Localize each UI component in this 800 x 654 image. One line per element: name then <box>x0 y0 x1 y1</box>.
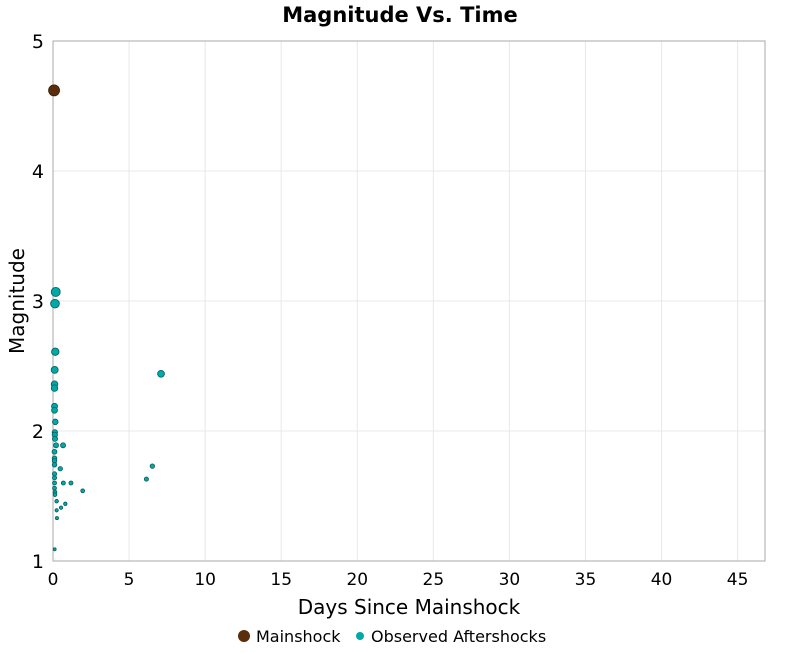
aftershock-point <box>52 485 57 491</box>
legend-marker-mainshock <box>238 630 250 642</box>
aftershock-point <box>52 547 57 552</box>
aftershock-point <box>50 298 60 309</box>
aftershock-point <box>57 466 63 472</box>
aftershock-point <box>52 480 57 486</box>
chart-title: Magnitude Vs. Time <box>282 3 518 27</box>
aftershock-point <box>149 463 155 469</box>
aftershock-point <box>143 476 149 482</box>
x-tick-label: 35 <box>575 570 597 590</box>
x-tick-label: 0 <box>48 570 59 590</box>
y-tick-label: 3 <box>32 291 44 313</box>
aftershock-point <box>51 435 58 442</box>
x-tick-label: 25 <box>423 570 445 590</box>
aftershock-point <box>50 286 61 297</box>
x-axis-label: Days Since Mainshock <box>298 595 521 619</box>
legend-label-mainshock: Mainshock <box>256 627 341 646</box>
aftershock-point <box>54 516 59 521</box>
aftershock-point <box>51 448 58 455</box>
aftershock-point <box>52 418 59 426</box>
aftershock-point <box>157 369 165 378</box>
x-tick-label: 20 <box>346 570 368 590</box>
x-tick-label: 15 <box>270 570 292 590</box>
mainshock-point <box>48 84 60 97</box>
x-tick-label: 30 <box>499 570 521 590</box>
aftershock-point <box>50 384 59 392</box>
aftershock-point <box>58 505 64 510</box>
aftershock-point <box>68 480 74 486</box>
x-tick-label: 5 <box>124 570 135 590</box>
legend-marker-aftershocks <box>356 632 364 640</box>
x-tick-label: 45 <box>727 570 749 590</box>
y-tick-label: 1 <box>32 551 44 573</box>
legend-label-aftershocks: Observed Aftershocks <box>371 627 546 646</box>
aftershock-point <box>51 406 58 414</box>
aftershock-point <box>63 501 68 506</box>
y-tick-label: 4 <box>32 161 44 183</box>
legend: Mainshock Observed Aftershocks <box>238 627 546 646</box>
aftershock-point <box>54 499 59 504</box>
x-tick-label: 10 <box>194 570 216 590</box>
aftershock-point <box>60 442 66 449</box>
x-tick-label: 40 <box>651 570 673 590</box>
data-points <box>48 84 165 552</box>
aftershock-point <box>80 488 85 494</box>
aftershock-point <box>51 347 60 356</box>
aftershock-point <box>50 366 59 374</box>
aftershock-point <box>52 475 58 481</box>
gridlines <box>52 40 765 562</box>
aftershock-point <box>54 508 59 513</box>
aftershock-point <box>51 462 58 468</box>
aftershock-point <box>60 480 66 486</box>
y-tick-label: 2 <box>32 421 44 443</box>
aftershock-point <box>53 442 59 449</box>
y-tick-label: 5 <box>32 31 44 53</box>
aftershock-point <box>52 492 58 497</box>
y-axis-label: Magnitude <box>5 248 29 354</box>
